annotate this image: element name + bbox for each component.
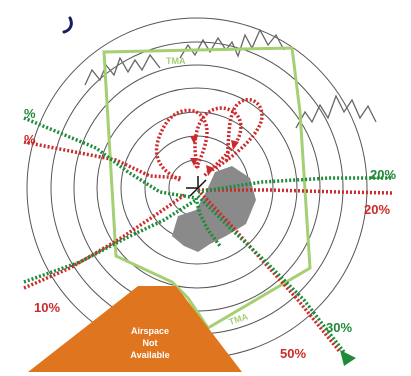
curl-mark-icon [62,16,73,34]
arrowhead-icon [206,165,214,176]
green-routes [23,116,392,354]
tma-boundary [102,46,312,331]
red-arrows [190,136,239,176]
percent-label-bottom-right-green: 30% [326,320,352,335]
fix-tick [197,179,207,189]
percent-label-left-green: % [24,106,36,121]
range-ring [96,87,298,289]
mountains [84,28,377,129]
red-route-southeast [196,188,342,354]
red-holding-loop [154,108,209,182]
arrowhead-icon [231,140,239,150]
central-fix [186,176,207,197]
red-holding-loop [193,106,243,178]
mountain-range [84,53,161,86]
red-holding-loop [211,97,264,172]
percent-label-bottom-left-red: 10% [34,300,60,315]
red-routes [23,97,393,354]
mountain-range [295,94,377,129]
airspace-label-line1: Airspace [131,326,169,336]
fix-tick [189,187,199,197]
airspace-not-available-area [28,286,242,372]
tma-label-top: TMA [166,56,186,66]
red-route-southwest [23,192,187,290]
green-route-inner [194,197,222,248]
arrowhead-icon [190,158,198,166]
green-route-southeast [196,194,346,354]
red-route-west [23,140,183,180]
airspace-label-line2: Not [143,338,158,348]
airspace-label-line3: Available [130,350,169,360]
red-route-east [198,188,393,195]
green-route-southwest [23,198,197,284]
percent-label-bottom-right-red: 50% [280,346,306,361]
green-route-east [197,176,392,194]
arrowhead-icon [190,136,198,144]
percent-label-right-red: 20% [364,202,390,217]
green-route-west [23,116,197,200]
percent-label-left-red: % [24,132,36,147]
percent-label-right-green: 20% [370,167,396,182]
arrowhead-icon [340,350,356,366]
